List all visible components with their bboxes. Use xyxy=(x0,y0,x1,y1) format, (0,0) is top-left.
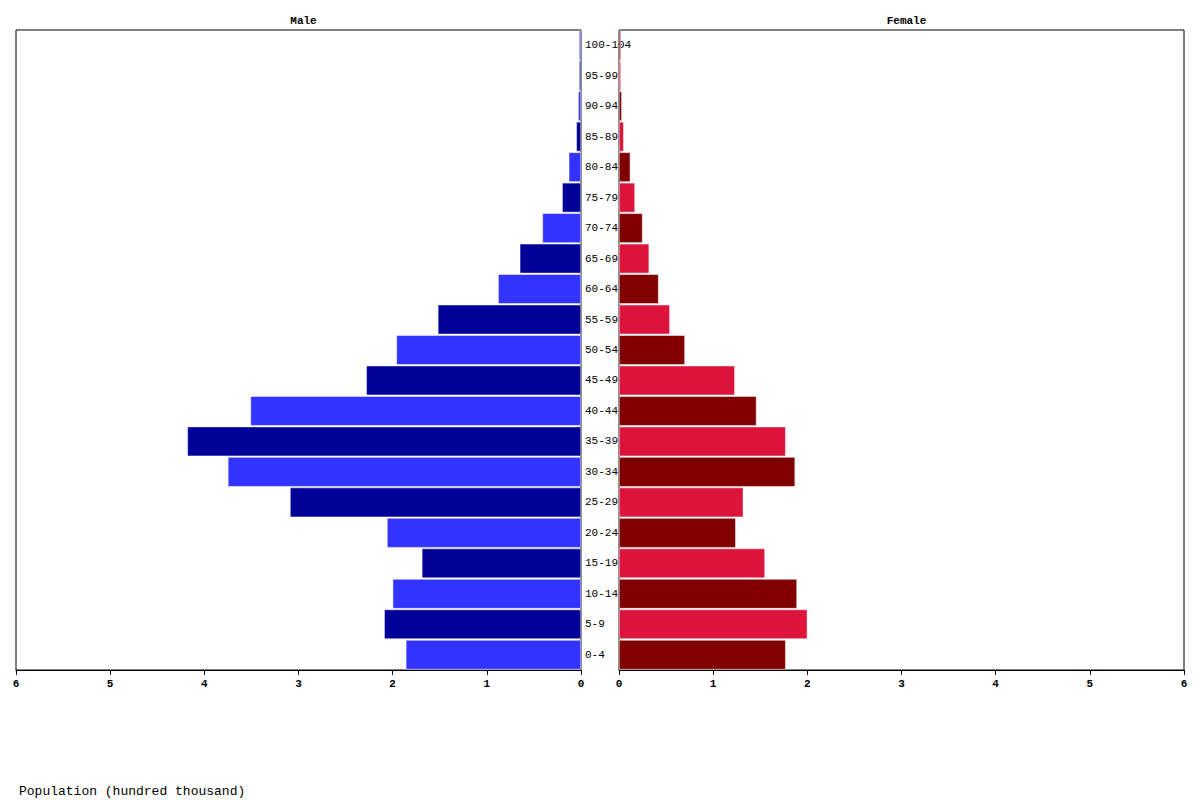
svg-text:45-49: 45-49 xyxy=(585,374,618,386)
svg-text:Male: Male xyxy=(290,15,317,27)
svg-text:90-94: 90-94 xyxy=(585,100,618,112)
svg-text:5-9: 5-9 xyxy=(585,618,605,630)
svg-text:40-44: 40-44 xyxy=(585,405,618,417)
svg-text:1: 1 xyxy=(710,678,717,690)
svg-text:5: 5 xyxy=(107,678,114,690)
svg-text:65-69: 65-69 xyxy=(585,253,618,265)
svg-text:0: 0 xyxy=(578,678,585,690)
svg-text:6: 6 xyxy=(1181,678,1188,690)
svg-text:3: 3 xyxy=(898,678,905,690)
svg-text:5: 5 xyxy=(1087,678,1094,690)
svg-text:30-34: 30-34 xyxy=(585,466,618,478)
svg-text:35-39: 35-39 xyxy=(585,435,618,447)
svg-text:50-54: 50-54 xyxy=(585,344,618,356)
svg-text:4: 4 xyxy=(201,678,208,690)
svg-text:60-64: 60-64 xyxy=(585,283,618,295)
svg-text:0: 0 xyxy=(616,678,623,690)
svg-text:25-29: 25-29 xyxy=(585,496,618,508)
svg-text:2: 2 xyxy=(389,678,396,690)
svg-text:4: 4 xyxy=(992,678,999,690)
svg-text:100-104: 100-104 xyxy=(585,39,632,51)
svg-text:85-89: 85-89 xyxy=(585,131,618,143)
svg-text:70-74: 70-74 xyxy=(585,222,618,234)
svg-text:3: 3 xyxy=(295,678,302,690)
svg-text:0-4: 0-4 xyxy=(585,649,605,661)
svg-text:6: 6 xyxy=(13,678,20,690)
svg-text:15-19: 15-19 xyxy=(585,557,618,569)
svg-text:10-14: 10-14 xyxy=(585,588,618,600)
svg-text:80-84: 80-84 xyxy=(585,161,618,173)
svg-text:20-24: 20-24 xyxy=(585,527,618,539)
svg-text:2: 2 xyxy=(804,678,811,690)
svg-text:Female: Female xyxy=(887,15,927,27)
svg-text:1: 1 xyxy=(484,678,491,690)
svg-text:95-99: 95-99 xyxy=(585,70,618,82)
svg-text:Population (hundred thousand): Population (hundred thousand) xyxy=(19,784,245,799)
svg-text:55-59: 55-59 xyxy=(585,314,618,326)
svg-text:75-79: 75-79 xyxy=(585,192,618,204)
